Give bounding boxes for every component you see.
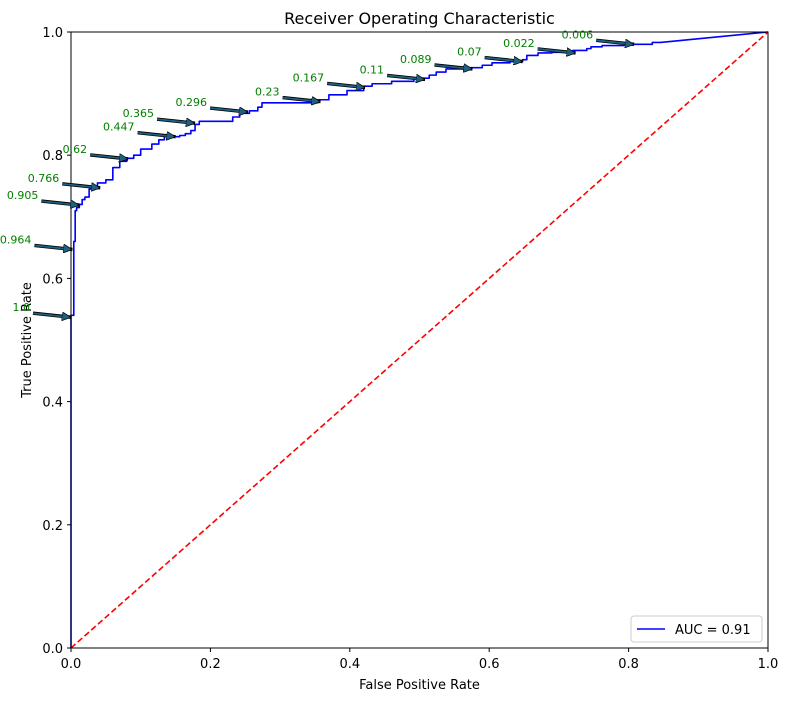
x-tick-label: 0.8	[618, 657, 639, 672]
x-axis: 0.0 0.2 0.4 0.6 0.8 1.0	[61, 648, 779, 672]
legend-label-auc: AUC = 0.91	[675, 623, 751, 638]
chance-line	[70, 31, 769, 649]
threshold-label: 0.905	[7, 189, 39, 202]
threshold-label: 0.964	[0, 233, 31, 246]
threshold-label: 0.62	[63, 143, 88, 156]
threshold-arrow	[90, 155, 127, 159]
threshold-label: 0.296	[176, 96, 208, 109]
threshold-arrow	[596, 40, 633, 44]
threshold-label: 0.006	[562, 28, 594, 41]
x-tick-label: 1.0	[758, 657, 779, 672]
y-tick-label: 0.6	[42, 272, 63, 287]
y-axis-label: True Positive Rate	[20, 282, 35, 399]
threshold-arrow	[62, 184, 99, 188]
y-tick-label: 0.2	[42, 519, 63, 534]
plot-frame	[70, 31, 769, 649]
threshold-label: 0.365	[123, 107, 155, 120]
y-tick-label: 0.8	[42, 149, 63, 164]
threshold-label: 0.447	[103, 121, 135, 134]
threshold-arrow	[41, 201, 78, 205]
threshold-label: 0.167	[293, 71, 325, 84]
threshold-arrow	[537, 49, 575, 53]
threshold-label: 0.23	[255, 86, 280, 99]
chart-title: Receiver Operating Characteristic	[284, 9, 555, 28]
y-tick-label: 1.0	[42, 26, 63, 41]
threshold-label: 1.0	[13, 301, 31, 314]
threshold-arrow	[137, 133, 175, 137]
x-tick-label: 0.6	[479, 657, 500, 672]
threshold-label: 0.766	[28, 172, 60, 185]
threshold-arrow	[327, 83, 364, 87]
threshold-arrow	[386, 75, 424, 79]
threshold-arrow	[484, 58, 522, 62]
threshold-arrow	[434, 65, 471, 69]
threshold-arrow	[282, 98, 320, 102]
threshold-label: 0.11	[360, 63, 385, 76]
y-axis: 0.0 0.2 0.4 0.6 0.8 1.0	[42, 26, 71, 657]
threshold-arrow	[156, 119, 194, 123]
legend: AUC = 0.91	[630, 615, 763, 643]
x-axis-label: False Positive Rate	[359, 678, 480, 693]
threshold-arrow	[34, 245, 71, 249]
plot-area	[70, 31, 769, 649]
threshold-arrow	[32, 313, 70, 317]
threshold-arrow	[209, 108, 247, 112]
x-tick-label: 0.0	[61, 657, 82, 672]
x-tick-label: 0.4	[339, 657, 360, 672]
y-tick-label: 0.4	[42, 396, 63, 411]
threshold-label: 0.022	[503, 37, 535, 50]
y-tick-label: 0.0	[42, 642, 63, 657]
x-tick-label: 0.2	[200, 657, 221, 672]
threshold-label: 0.089	[400, 53, 432, 66]
legend-box	[630, 615, 763, 643]
threshold-label: 0.07	[457, 46, 482, 59]
